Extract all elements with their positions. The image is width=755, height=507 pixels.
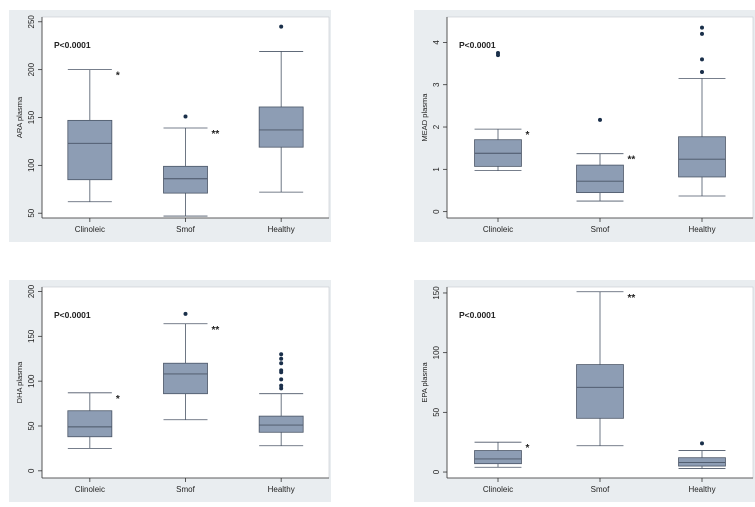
box-iqr bbox=[67, 410, 113, 438]
box-smof: ** bbox=[576, 291, 635, 447]
x-tick-label: Clinoleic bbox=[75, 225, 105, 234]
x-tick-label: Smof bbox=[591, 225, 610, 234]
p-value-label: P<0.0001 bbox=[54, 40, 91, 50]
outlier-point bbox=[700, 57, 704, 62]
y-tick-label: 100 bbox=[432, 345, 441, 359]
box-iqr bbox=[258, 106, 304, 148]
outlier-point bbox=[598, 117, 602, 122]
panel-ara: 50 100 150 200 250 ARA plasma P<0.0001 * Clinole… bbox=[9, 10, 331, 242]
box-iqr bbox=[678, 136, 726, 178]
y-tick-label: 100 bbox=[27, 158, 36, 172]
box-iqr bbox=[163, 362, 208, 395]
box-iqr bbox=[163, 165, 208, 194]
box-clinoleic: * bbox=[474, 50, 529, 172]
outlier-point bbox=[700, 25, 704, 30]
box-iqr bbox=[67, 119, 113, 181]
x-tick-label: Clinoleic bbox=[483, 485, 513, 494]
significance-marker: * bbox=[525, 443, 529, 454]
x-tick-label: Smof bbox=[176, 485, 195, 494]
box-smof: ** bbox=[576, 117, 635, 202]
y-tick-label: 0 bbox=[432, 469, 441, 474]
box-clinoleic: * bbox=[67, 69, 120, 203]
box-iqr bbox=[678, 457, 726, 467]
box-iqr bbox=[474, 450, 522, 465]
y-axis-label: EPA plasma bbox=[420, 362, 429, 403]
y-tick-label: 4 bbox=[432, 40, 441, 45]
outlier-point bbox=[496, 50, 500, 55]
x-tick-label: Smof bbox=[591, 485, 610, 494]
significance-marker: ** bbox=[212, 129, 220, 140]
x-tick-label: Clinoleic bbox=[483, 225, 513, 234]
outlier-point bbox=[279, 361, 284, 366]
y-tick-label: 250 bbox=[27, 15, 36, 29]
box-healthy bbox=[258, 352, 304, 447]
y-tick-label: 0 bbox=[27, 468, 36, 473]
y-tick-label: 50 bbox=[27, 208, 36, 217]
y-tick-label: 200 bbox=[27, 284, 36, 298]
box-clinoleic: * bbox=[474, 441, 529, 468]
outlier-point bbox=[700, 31, 704, 36]
outlier-point bbox=[700, 441, 704, 446]
x-tick-label: Healthy bbox=[268, 485, 295, 494]
box-iqr bbox=[576, 364, 624, 419]
box-clinoleic: * bbox=[67, 392, 120, 449]
x-tick-label: Healthy bbox=[268, 225, 295, 234]
significance-marker: * bbox=[525, 130, 529, 141]
panel-epa: 0 50 100 150 EPA plasma P<0.0001 * Clinoleic ** S… bbox=[414, 280, 755, 502]
outlier-point bbox=[279, 352, 284, 357]
significance-marker: ** bbox=[627, 293, 635, 304]
outlier-point bbox=[279, 368, 284, 373]
p-value-label: P<0.0001 bbox=[459, 40, 496, 50]
significance-marker: ** bbox=[627, 155, 635, 166]
y-tick-label: 150 bbox=[432, 286, 441, 300]
y-axis-label: MEAD plasma bbox=[420, 93, 429, 142]
chart-epa: 0 50 100 150 EPA plasma P<0.0001 * Clinoleic ** S… bbox=[414, 280, 755, 502]
box-iqr bbox=[576, 164, 624, 194]
outlier-point bbox=[183, 311, 188, 316]
outlier-point bbox=[279, 356, 284, 361]
y-tick-label: 50 bbox=[27, 421, 36, 430]
y-tick-label: 3 bbox=[432, 82, 441, 87]
outlier-point bbox=[279, 24, 284, 29]
chart-dha: 0 50 100 150 200 DHA plasma P<0.0001 * Clinoleic… bbox=[9, 280, 331, 502]
significance-marker: * bbox=[116, 394, 120, 405]
y-tick-label: 200 bbox=[27, 62, 36, 76]
outlier-point bbox=[183, 114, 188, 119]
y-axis-label: ARA plasma bbox=[15, 96, 24, 138]
x-tick-label: Healthy bbox=[688, 225, 715, 234]
y-tick-label: 0 bbox=[432, 209, 441, 214]
box-iqr bbox=[258, 415, 304, 433]
outlier-point bbox=[279, 377, 284, 382]
chart-mead: 0 1 2 3 4 MEAD plasma P<0.0001 * Clinoleic ** Smof… bbox=[414, 10, 755, 242]
significance-marker: ** bbox=[212, 325, 220, 336]
p-value-label: P<0.0001 bbox=[459, 310, 496, 320]
y-tick-label: 1 bbox=[432, 167, 441, 172]
y-axis-label: DHA plasma bbox=[15, 361, 24, 404]
outlier-point bbox=[700, 70, 704, 75]
chart-ara: 50 100 150 200 250 ARA plasma P<0.0001 * Clinole… bbox=[9, 10, 331, 242]
box-healthy bbox=[678, 25, 726, 197]
y-tick-label: 150 bbox=[27, 110, 36, 124]
y-tick-label: 2 bbox=[432, 124, 441, 129]
x-tick-label: Healthy bbox=[688, 485, 715, 494]
box-healthy bbox=[678, 441, 726, 469]
significance-marker: * bbox=[116, 71, 120, 82]
p-value-label: P<0.0001 bbox=[54, 310, 91, 320]
box-smof: ** bbox=[163, 311, 220, 421]
y-tick-label: 100 bbox=[27, 374, 36, 388]
box-smof: ** bbox=[163, 114, 220, 217]
outlier-point bbox=[279, 383, 284, 388]
y-tick-label: 150 bbox=[27, 329, 36, 343]
x-tick-label: Clinoleic bbox=[75, 485, 105, 494]
box-healthy bbox=[258, 24, 304, 193]
panel-dha: 0 50 100 150 200 DHA plasma P<0.0001 * Clinoleic… bbox=[9, 280, 331, 502]
panel-mead: 0 1 2 3 4 MEAD plasma P<0.0001 * Clinoleic ** Smof… bbox=[414, 10, 755, 242]
x-tick-label: Smof bbox=[176, 225, 195, 234]
y-tick-label: 50 bbox=[432, 407, 441, 416]
